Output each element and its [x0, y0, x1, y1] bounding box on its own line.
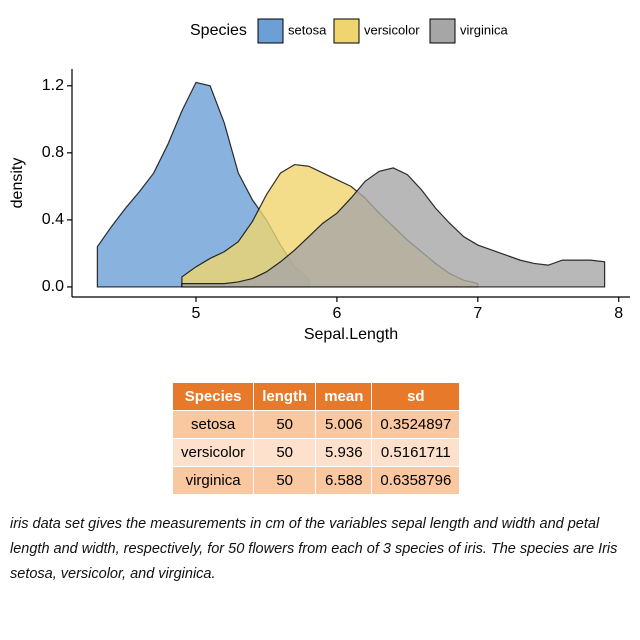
table-cell: 0.6358796 [371, 466, 461, 495]
y-axis-label: density [9, 158, 26, 209]
x-tick-label: 5 [192, 305, 201, 322]
legend-label: versicolor [364, 22, 420, 37]
table-row: versicolor 50 5.936 0.5161711 [171, 438, 461, 467]
x-tick-label: 7 [473, 305, 482, 322]
table-cell: 0.5161711 [371, 438, 461, 467]
table-cell: 50 [253, 438, 317, 467]
summary-table: Species length mean sd setosa 50 5.006 0.352489… [171, 382, 461, 495]
table-cell: versicolor [171, 438, 255, 467]
legend-key [429, 18, 456, 44]
table-cell: 50 [253, 466, 317, 495]
header-cell: Species [171, 382, 255, 411]
table-cell: setosa [171, 410, 255, 439]
y-tick-label: 1.2 [42, 77, 64, 94]
table-cell: 0.3524897 [371, 410, 461, 439]
header-cell: sd [371, 382, 461, 411]
table-row: setosa 50 5.006 0.3524897 [171, 410, 461, 439]
legend-title: Species [190, 22, 247, 39]
x-tick-label: 6 [332, 305, 341, 322]
density-area [181, 167, 606, 288]
legend-key [333, 18, 360, 44]
table-cell: 5.936 [315, 438, 373, 467]
table-cell: 50 [253, 410, 317, 439]
chart: Species setosa versicolor virginica 0.0 0.4 0.… [9, 18, 630, 343]
table-cell: 6.588 [315, 466, 373, 495]
x-axis-label: Sepal.Length [304, 326, 398, 343]
header-cell: length [253, 382, 317, 411]
x-tick-label: 8 [614, 305, 623, 322]
y-tick-label: 0.0 [42, 278, 64, 295]
legend-label: setosa [288, 22, 327, 37]
legend-key [257, 18, 284, 44]
header-cell: mean [315, 382, 373, 411]
table-cell: 5.006 [315, 410, 373, 439]
table-cell: virginica [171, 466, 255, 495]
y-tick-label: 0.8 [42, 144, 64, 161]
y-tick-label: 0.4 [42, 211, 64, 228]
caption: iris data set gives the measurements in … [10, 516, 618, 582]
legend-label: virginica [460, 22, 508, 37]
table-header-row: Species length mean sd [171, 382, 461, 411]
table-row: virginica 50 6.588 0.6358796 [171, 466, 461, 495]
